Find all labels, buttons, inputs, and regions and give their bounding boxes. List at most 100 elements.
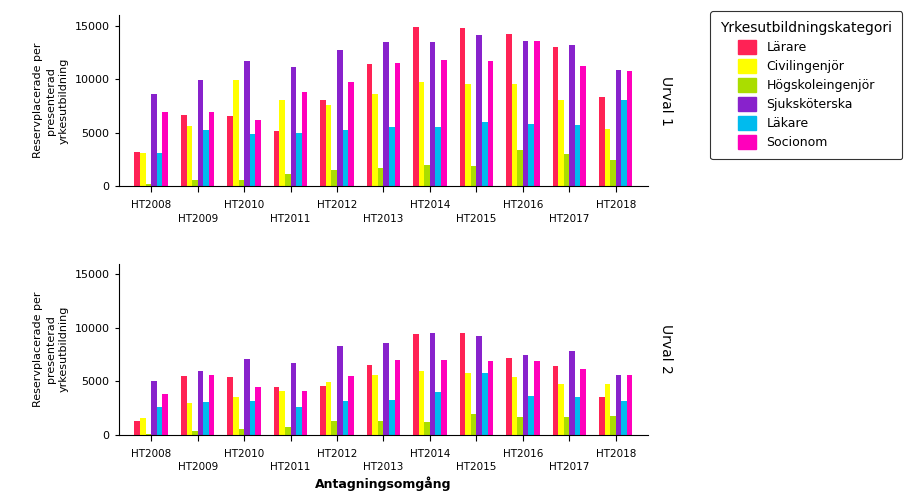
Bar: [436, 128, 441, 186]
Bar: [373, 375, 378, 435]
Bar: [604, 384, 610, 435]
Bar: [482, 122, 488, 186]
Bar: [570, 45, 575, 187]
Bar: [326, 382, 331, 435]
Bar: [599, 98, 604, 186]
Bar: [331, 421, 337, 435]
Bar: [249, 134, 256, 186]
Bar: [140, 153, 146, 186]
Text: HT2017: HT2017: [549, 214, 590, 224]
Bar: [604, 128, 610, 186]
Text: HT2008: HT2008: [131, 448, 172, 458]
Bar: [227, 116, 233, 186]
Bar: [466, 84, 471, 186]
Bar: [419, 82, 425, 186]
Bar: [459, 333, 466, 435]
Bar: [383, 42, 389, 186]
Bar: [615, 70, 621, 186]
Bar: [134, 421, 140, 435]
Text: HT2016: HT2016: [503, 200, 543, 210]
Bar: [320, 386, 326, 435]
Bar: [378, 421, 383, 435]
Bar: [337, 50, 342, 186]
Bar: [348, 82, 353, 186]
Bar: [482, 373, 488, 435]
Y-axis label: Reservplacerade per
presenterad
yrkesutbildning: Reservplacerade per presenterad yrkesutb…: [33, 292, 69, 407]
Text: HT2016: HT2016: [503, 448, 543, 458]
Bar: [337, 346, 342, 435]
Text: Urval 2: Urval 2: [659, 324, 673, 374]
Bar: [563, 154, 570, 186]
Bar: [274, 387, 279, 435]
Bar: [534, 361, 540, 435]
Bar: [506, 34, 511, 186]
Text: HT2015: HT2015: [456, 462, 497, 472]
Bar: [152, 94, 157, 186]
Text: HT2017: HT2017: [549, 462, 590, 472]
Bar: [621, 100, 627, 186]
Bar: [389, 400, 394, 435]
Bar: [192, 180, 197, 186]
Bar: [233, 398, 238, 435]
Bar: [518, 417, 523, 435]
Bar: [621, 400, 627, 435]
Bar: [227, 377, 233, 435]
Text: HT2013: HT2013: [363, 462, 404, 472]
Bar: [146, 434, 152, 435]
Bar: [394, 360, 400, 435]
Text: HT2018: HT2018: [595, 448, 635, 458]
Bar: [152, 382, 157, 435]
Bar: [523, 354, 529, 435]
Text: HT2014: HT2014: [410, 448, 450, 458]
Bar: [244, 61, 249, 186]
Bar: [157, 407, 163, 435]
Bar: [394, 63, 400, 186]
Bar: [186, 403, 192, 435]
Bar: [296, 133, 301, 186]
Bar: [419, 370, 425, 435]
Bar: [367, 64, 373, 186]
Text: HT2013: HT2013: [363, 214, 404, 224]
Text: HT2011: HT2011: [270, 214, 310, 224]
Bar: [233, 80, 238, 186]
Bar: [163, 112, 168, 186]
Bar: [163, 394, 168, 435]
Bar: [204, 130, 209, 186]
Bar: [389, 128, 394, 186]
Bar: [518, 150, 523, 186]
Bar: [146, 184, 152, 186]
Bar: [186, 126, 192, 186]
Bar: [414, 334, 419, 435]
Bar: [610, 160, 615, 186]
Bar: [477, 336, 482, 435]
Bar: [627, 375, 633, 435]
Bar: [348, 376, 353, 435]
Bar: [209, 375, 215, 435]
Bar: [552, 47, 558, 186]
Bar: [383, 343, 389, 435]
Bar: [192, 430, 197, 435]
Bar: [274, 130, 279, 186]
Text: HT2011: HT2011: [270, 462, 310, 472]
Bar: [581, 368, 586, 435]
Bar: [511, 84, 518, 186]
Bar: [342, 130, 348, 186]
Text: HT2009: HT2009: [177, 214, 218, 224]
Bar: [256, 120, 261, 186]
Bar: [430, 42, 436, 186]
Text: HT2010: HT2010: [224, 200, 264, 210]
Bar: [563, 417, 570, 435]
Bar: [320, 100, 326, 186]
Text: HT2015: HT2015: [456, 214, 497, 224]
Bar: [471, 166, 477, 186]
Bar: [529, 124, 534, 186]
Bar: [301, 391, 308, 435]
Bar: [285, 428, 290, 435]
Bar: [441, 360, 446, 435]
Bar: [204, 402, 209, 435]
Bar: [441, 60, 446, 186]
Bar: [570, 352, 575, 435]
Bar: [523, 40, 529, 186]
Bar: [181, 376, 186, 435]
Bar: [279, 100, 285, 186]
